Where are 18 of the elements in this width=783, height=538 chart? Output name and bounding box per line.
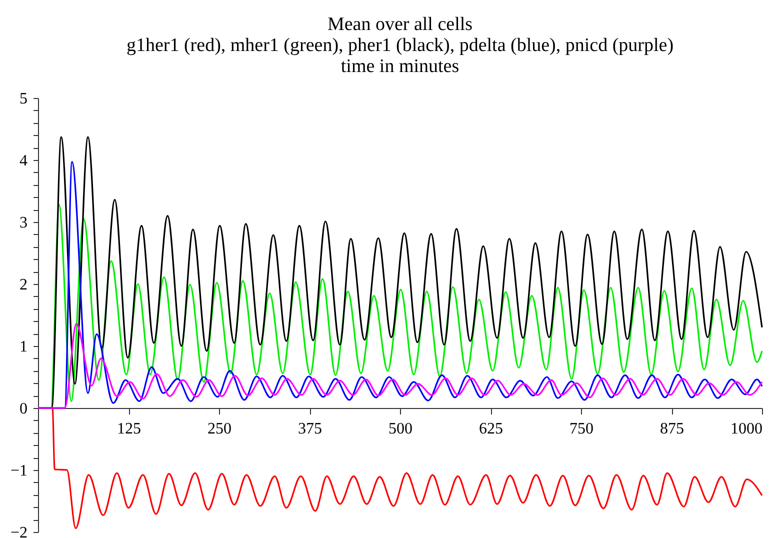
x-tick-label: 375 xyxy=(298,420,322,438)
y-tick-label: 0 xyxy=(20,400,28,418)
x-tick-label: 250 xyxy=(208,420,232,438)
y-tick-label: 1 xyxy=(20,338,28,356)
chart-subtitle: g1her1 (red), mher1 (green), pher1 (black), pdelta (blue), pnicd (purple) time in minutes xyxy=(126,35,674,77)
x-tick-label: 1000 xyxy=(730,420,762,438)
x-tick-label: 875 xyxy=(660,420,684,438)
y-tick-label: 2 xyxy=(20,276,28,294)
x-tick-label: 125 xyxy=(117,420,141,438)
chart-title: Mean over all cells xyxy=(327,14,473,35)
y-tick-label: 5 xyxy=(20,90,28,108)
y-tick-label: −1 xyxy=(10,462,28,480)
x-tick-label: 625 xyxy=(479,420,503,438)
y-tick-label: 4 xyxy=(20,152,28,170)
y-tick-label: 3 xyxy=(20,214,28,232)
x-tick-label: 750 xyxy=(570,420,594,438)
x-tick-label: 500 xyxy=(388,420,412,438)
y-tick-label: −2 xyxy=(10,524,28,538)
